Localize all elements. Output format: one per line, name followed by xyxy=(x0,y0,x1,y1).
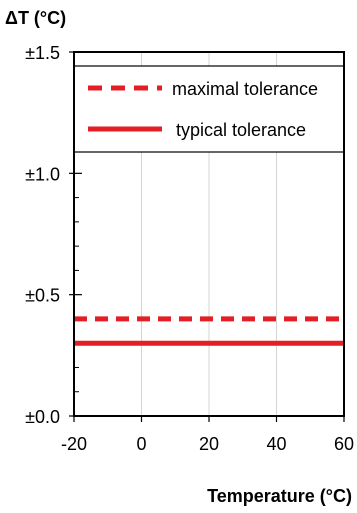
legend-label-typical-tolerance: typical tolerance xyxy=(176,120,306,140)
x-tick-label: 60 xyxy=(334,434,354,454)
series-lines xyxy=(74,316,344,346)
legend-label-maximal-tolerance: maximal tolerance xyxy=(172,79,318,99)
x-tick-labels: -20 0 20 40 60 xyxy=(61,434,354,454)
legend: maximal tolerance typical tolerance xyxy=(88,79,318,140)
y-axis-label: ΔT (°C) xyxy=(5,8,66,28)
y-tick-label: ±1.5 xyxy=(25,43,60,63)
x-tick-label: 40 xyxy=(266,434,286,454)
x-tick-label: 0 xyxy=(136,434,146,454)
x-axis-label: Temperature (°C) xyxy=(207,486,352,506)
y-tick-labels: ±0.0 ±0.5 ±1.0 ±1.5 xyxy=(25,43,60,427)
y-tick-label: ±1.0 xyxy=(25,164,60,184)
y-tick-label: ±0.5 xyxy=(25,286,60,306)
x-tick-label: -20 xyxy=(61,434,87,454)
plot-frame xyxy=(73,51,345,417)
y-tick-label: ±0.0 xyxy=(25,407,60,427)
x-tick-label: 20 xyxy=(199,434,219,454)
